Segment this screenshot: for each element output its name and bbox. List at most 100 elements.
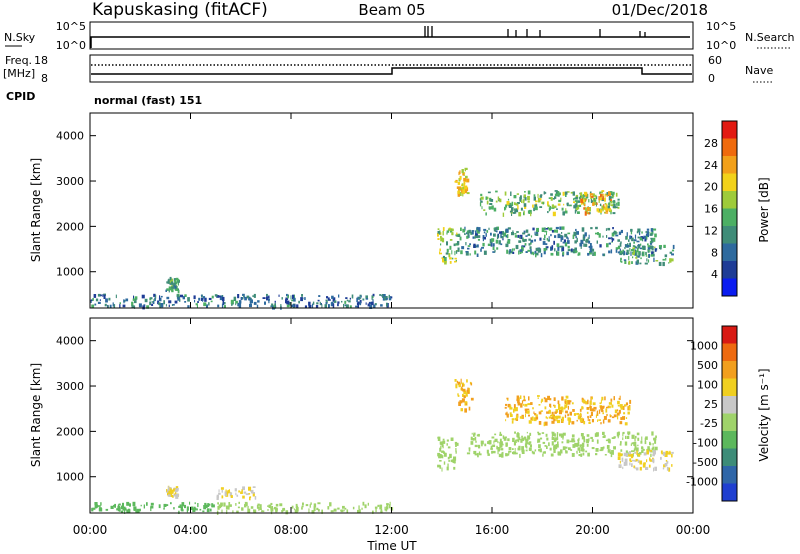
radar-cell: [565, 208, 567, 212]
radar-cell: [462, 228, 466, 233]
radar-cell: [218, 504, 222, 509]
radar-cell: [461, 386, 463, 390]
radar-cell: [468, 229, 471, 234]
radar-cell: [624, 247, 626, 250]
radar-cell: [475, 230, 477, 235]
radar-cell: [499, 441, 502, 445]
radar-cell: [457, 190, 461, 195]
radar-cell: [171, 281, 174, 285]
radar-cell: [218, 489, 220, 493]
radar-cell: [477, 235, 481, 238]
radar-cell: [518, 250, 520, 255]
radar-cell: [504, 191, 507, 196]
radar-cell: [473, 432, 476, 436]
radar-cell: [512, 230, 514, 233]
radar-cell: [634, 246, 637, 249]
radar-cell: [493, 207, 497, 212]
radar-cell: [219, 295, 223, 301]
radar-cell: [170, 493, 172, 497]
radar-cell: [455, 250, 458, 254]
radar-cell: [302, 502, 304, 506]
radar-cell: [668, 262, 670, 264]
nsky-label: N.Sky: [4, 31, 36, 44]
radar-cell: [455, 384, 458, 389]
radar-cell: [606, 194, 608, 197]
radar-cell: [208, 503, 211, 506]
y-tick-label: 2000: [56, 220, 84, 233]
radar-cell: [533, 196, 536, 201]
radar-cell: [612, 191, 615, 195]
radar-cell: [530, 402, 533, 405]
radar-cell: [273, 506, 277, 510]
radar-cell: [535, 247, 539, 252]
radar-cell: [565, 395, 568, 398]
power-data-layer: [90, 167, 675, 310]
colorbar-segment: [722, 278, 737, 297]
radar-cell: [227, 505, 230, 510]
radar-cell: [464, 172, 466, 174]
radar-cell: [554, 416, 557, 419]
colorbar-segment: [722, 191, 737, 209]
radar-cell: [346, 299, 349, 302]
radar-cell: [316, 507, 319, 510]
radar-cell: [648, 253, 650, 258]
colorbar-segment: [722, 156, 737, 174]
radar-cell: [228, 505, 230, 508]
radar-cell: [664, 452, 668, 457]
radar-cell: [468, 447, 471, 452]
radar-cell: [671, 253, 674, 256]
radar-cell: [176, 488, 179, 491]
radar-cell: [655, 447, 657, 450]
radar-cell: [456, 186, 459, 189]
radar-cell: [604, 454, 607, 456]
radar-cell: [583, 207, 586, 210]
radar-cell: [632, 245, 635, 247]
radar-cell: [507, 198, 510, 201]
radar-cell: [534, 413, 537, 416]
radar-cell: [610, 200, 613, 204]
radar-cell: [149, 301, 151, 306]
radar-cell: [584, 204, 586, 207]
radar-cell: [521, 200, 523, 203]
radar-cell: [582, 452, 585, 456]
radar-cell: [662, 467, 665, 470]
radar-cell: [560, 449, 563, 454]
radar-cell: [498, 240, 501, 245]
radar-cell: [578, 196, 582, 200]
radar-cell: [593, 197, 597, 202]
radar-cell: [113, 504, 116, 507]
radar-cell: [166, 489, 168, 492]
radar-cell: [461, 183, 464, 187]
radar-cell: [555, 409, 559, 413]
nsearch-label: N.Search: [745, 31, 795, 44]
radar-cell: [506, 411, 508, 416]
radar-cell: [650, 228, 654, 232]
radar-cell: [275, 508, 278, 513]
radar-cell: [606, 413, 608, 417]
radar-cell: [252, 492, 255, 497]
radar-cell: [552, 198, 555, 200]
radar-cell: [461, 169, 464, 174]
radar-cell: [543, 238, 546, 241]
radar-cell: [615, 192, 618, 197]
radar-cell: [602, 196, 604, 200]
radar-cell: [516, 395, 520, 400]
radar-cell: [450, 437, 454, 441]
radar-cell: [458, 401, 461, 406]
radar-cell: [178, 505, 182, 508]
radar-cell: [637, 437, 640, 441]
radar-cell: [585, 198, 587, 202]
x-tick-label: 08:00: [274, 523, 309, 537]
radar-cell: [587, 452, 590, 457]
radar-cell: [250, 506, 254, 509]
radar-cell: [601, 410, 604, 413]
radar-cell: [110, 505, 114, 509]
radar-cell: [133, 295, 134, 300]
radar-cell: [328, 304, 330, 309]
radar-cell: [538, 404, 541, 406]
radar-cell: [559, 234, 563, 237]
radar-cell: [672, 244, 675, 249]
radar-cell: [533, 207, 535, 212]
radar-cell: [475, 233, 479, 239]
